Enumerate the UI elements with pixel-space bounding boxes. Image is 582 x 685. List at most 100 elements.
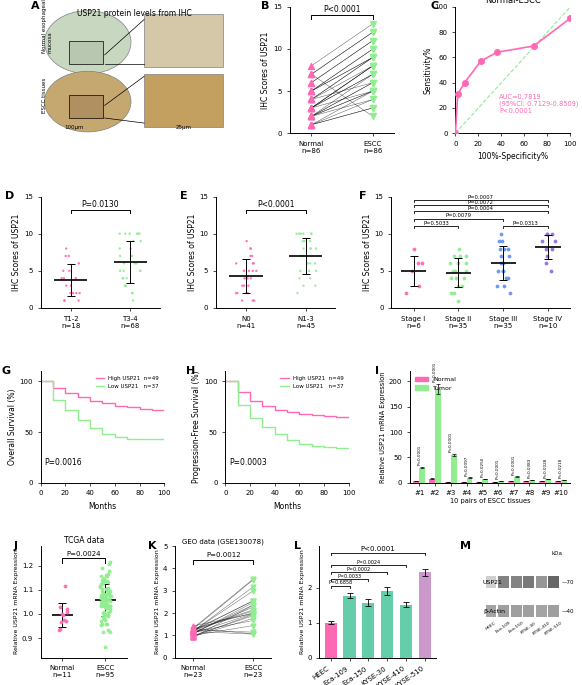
Point [368, 60, 378, 71]
Text: P<0.0001: P<0.0001 [324, 5, 361, 14]
Text: β-Actin: β-Actin [483, 609, 505, 614]
Point [300, 236, 309, 247]
Point [446, 273, 455, 284]
Point [307, 77, 316, 88]
Point [122, 273, 132, 284]
Point [246, 251, 255, 262]
Text: P=0.0012: P=0.0012 [206, 552, 240, 558]
X-axis label: 100%-Specificity%: 100%-Specificity% [477, 152, 548, 162]
Point [368, 52, 378, 63]
Text: P=0.0218: P=0.0218 [559, 458, 563, 478]
Point [414, 280, 423, 291]
Legend: High USP21  n=49, Low USP21   n=37: High USP21 n=49, Low USP21 n=37 [278, 374, 346, 391]
Text: P=0.0024: P=0.0024 [66, 551, 101, 557]
Point [97, 584, 107, 595]
Point [246, 243, 255, 254]
Point [98, 593, 108, 604]
Text: P=0.0016: P=0.0016 [44, 458, 82, 466]
Point [97, 591, 106, 602]
Point [461, 265, 470, 276]
Ellipse shape [44, 71, 131, 132]
Point [64, 251, 73, 262]
Point [307, 68, 316, 79]
Text: E: E [180, 191, 188, 201]
Point [189, 627, 198, 638]
Point [233, 288, 242, 299]
Point [132, 258, 141, 269]
Bar [536, 576, 546, 588]
Point [495, 243, 505, 254]
Point [249, 599, 258, 610]
Point [368, 52, 378, 63]
Point [408, 265, 417, 276]
Point [368, 68, 378, 79]
Point [97, 574, 107, 585]
Point [368, 77, 378, 88]
Point [189, 625, 198, 636]
Point [97, 616, 106, 627]
Point [307, 86, 316, 97]
Point [62, 606, 71, 617]
Point [120, 228, 130, 239]
Point [413, 258, 422, 269]
Point [189, 632, 198, 643]
Y-axis label: Sensitivity%: Sensitivity% [424, 47, 433, 94]
Bar [435, 389, 441, 483]
Point [237, 280, 247, 291]
Point [307, 119, 316, 130]
Text: P<0.0001: P<0.0001 [360, 547, 395, 552]
Point [231, 288, 240, 299]
Point [98, 595, 108, 606]
Point [102, 589, 111, 600]
Point [307, 111, 316, 122]
Point [103, 569, 112, 580]
Point [493, 265, 502, 276]
Point [462, 258, 471, 269]
Y-axis label: IHC Scores of USP21: IHC Scores of USP21 [363, 214, 372, 291]
Text: kDa: kDa [551, 551, 562, 556]
Point [304, 265, 314, 276]
Point [75, 288, 84, 299]
Point [368, 86, 378, 97]
Point [294, 228, 304, 239]
Bar [511, 606, 521, 617]
Point [249, 601, 258, 612]
Point [103, 607, 112, 618]
Point [503, 273, 512, 284]
Point [452, 273, 461, 284]
Point [95, 582, 105, 593]
Point [307, 111, 316, 122]
Point [307, 86, 316, 97]
Point [102, 600, 111, 611]
Text: Normal esophageal
mucosa: Normal esophageal mucosa [42, 0, 52, 53]
Bar [485, 576, 496, 588]
Text: P<0.0001: P<0.0001 [433, 362, 437, 382]
Text: P=0.0001: P=0.0001 [512, 455, 516, 475]
Bar [69, 41, 103, 64]
Point [454, 280, 463, 291]
Text: USP21: USP21 [483, 580, 503, 585]
Point [101, 610, 110, 621]
Point [104, 608, 113, 619]
Point [243, 288, 253, 299]
Point [98, 578, 108, 589]
Point [100, 601, 109, 612]
Point [249, 597, 258, 608]
Point [368, 86, 378, 97]
Bar [451, 455, 457, 483]
Point [500, 243, 509, 254]
Text: P=0.0002: P=0.0002 [347, 566, 371, 571]
Point [299, 228, 308, 239]
Bar [555, 482, 561, 483]
Point [189, 623, 198, 634]
Point [98, 612, 108, 623]
Point [62, 280, 71, 291]
Point [105, 602, 115, 613]
Point [104, 586, 113, 597]
Point [127, 288, 137, 299]
Point [99, 573, 108, 584]
Point [306, 236, 315, 247]
Y-axis label: Overall Survival (%): Overall Survival (%) [8, 389, 17, 465]
Point [249, 604, 258, 615]
Point [249, 608, 258, 619]
